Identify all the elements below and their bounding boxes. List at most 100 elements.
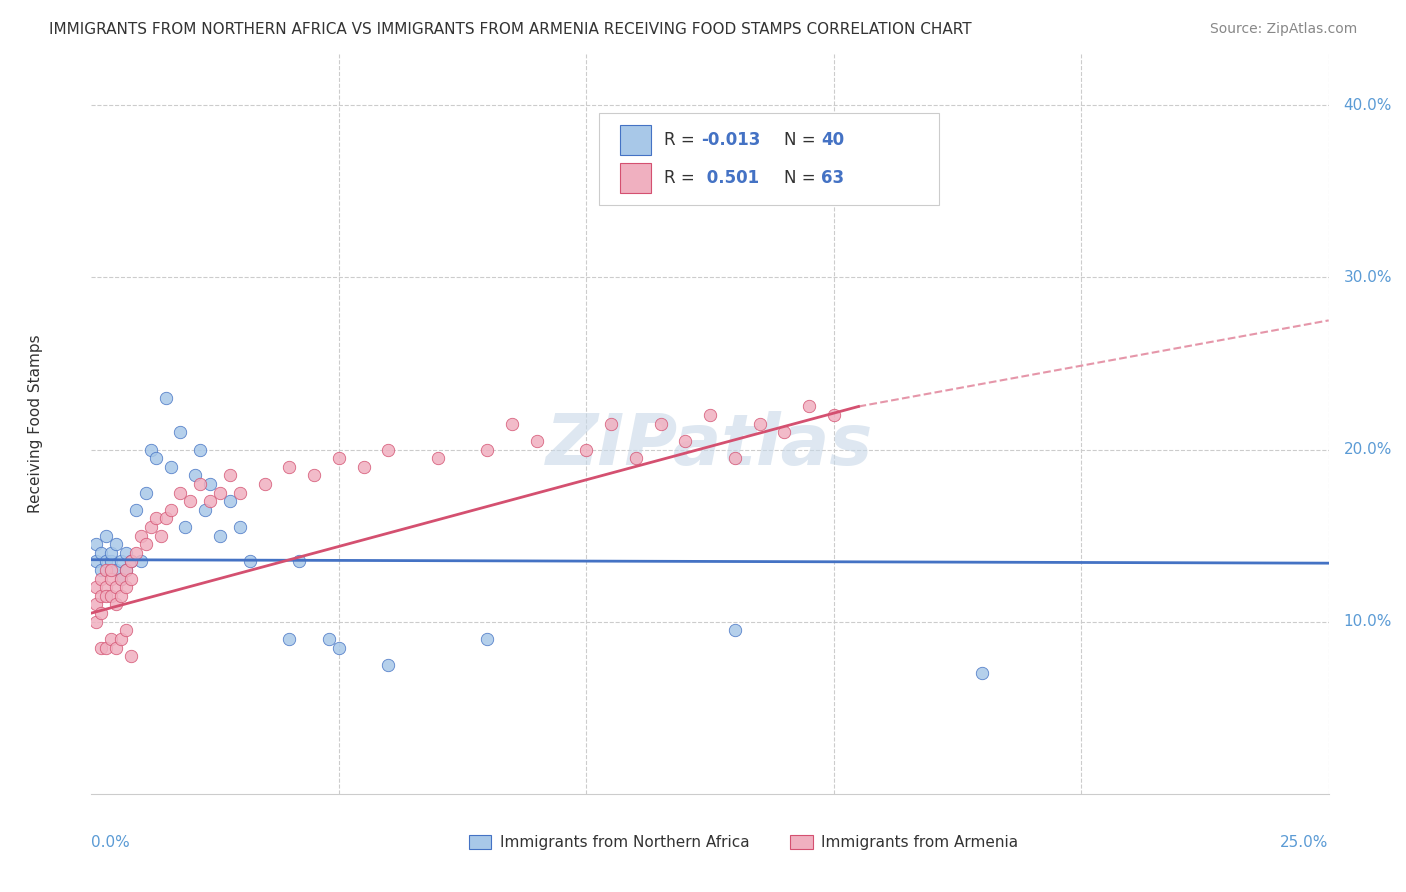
Text: 30.0%: 30.0%	[1344, 270, 1392, 285]
Point	[797, 400, 820, 414]
Point	[120, 572, 142, 586]
Point	[650, 417, 672, 431]
Text: 0.0%: 0.0%	[91, 835, 131, 849]
Point	[105, 598, 128, 612]
Point	[624, 451, 647, 466]
Point	[219, 494, 242, 508]
Text: Receiving Food Stamps: Receiving Food Stamps	[28, 334, 44, 513]
Point	[575, 442, 598, 457]
Point	[278, 632, 301, 646]
Point	[724, 624, 747, 638]
Text: 20.0%: 20.0%	[1344, 442, 1392, 457]
Point	[673, 434, 696, 448]
Text: N =: N =	[785, 131, 821, 149]
Point	[426, 451, 449, 466]
Point	[145, 451, 167, 466]
Point	[477, 632, 499, 646]
Point	[219, 468, 242, 483]
Text: 25.0%: 25.0%	[1281, 835, 1329, 849]
Point	[169, 425, 191, 440]
Point	[773, 425, 796, 440]
Point	[179, 494, 201, 508]
Point	[477, 442, 499, 457]
Point	[135, 537, 157, 551]
Point	[120, 649, 142, 664]
Point	[90, 572, 112, 586]
Text: 40.0%: 40.0%	[1344, 97, 1392, 112]
Point	[125, 546, 148, 560]
Point	[105, 580, 128, 594]
Point	[115, 563, 138, 577]
Point	[229, 485, 252, 500]
Point	[188, 477, 211, 491]
Point	[110, 589, 132, 603]
Bar	[468, 835, 491, 848]
Point	[86, 580, 108, 594]
Point	[278, 459, 301, 474]
Point	[139, 442, 162, 457]
Point	[209, 485, 232, 500]
Point	[86, 598, 108, 612]
Point	[377, 657, 399, 672]
Point	[823, 408, 845, 422]
Point	[110, 572, 132, 586]
Point	[96, 640, 118, 655]
Point	[724, 451, 747, 466]
Point	[86, 615, 108, 629]
Point	[125, 503, 148, 517]
Text: IMMIGRANTS FROM NORTHERN AFRICA VS IMMIGRANTS FROM ARMENIA RECEIVING FOOD STAMPS: IMMIGRANTS FROM NORTHERN AFRICA VS IMMIG…	[49, 22, 972, 37]
Point	[501, 417, 523, 431]
Text: Immigrants from Armenia: Immigrants from Armenia	[821, 835, 1018, 849]
Point	[90, 546, 112, 560]
Text: R =: R =	[664, 169, 700, 186]
Point	[115, 580, 138, 594]
Text: 40: 40	[821, 131, 845, 149]
Point	[100, 563, 122, 577]
Point	[302, 468, 325, 483]
Point	[86, 537, 108, 551]
Point	[105, 640, 128, 655]
Point	[90, 640, 112, 655]
Point	[145, 511, 167, 525]
Point	[110, 572, 132, 586]
Point	[105, 563, 128, 577]
Point	[100, 572, 122, 586]
Point	[90, 589, 112, 603]
Point	[139, 520, 162, 534]
Point	[96, 554, 118, 568]
Point	[135, 485, 157, 500]
Point	[377, 442, 399, 457]
FancyBboxPatch shape	[599, 112, 939, 205]
Point	[526, 434, 548, 448]
Point	[699, 408, 721, 422]
Point	[239, 554, 262, 568]
Text: 0.501: 0.501	[702, 169, 759, 186]
Text: 10.0%: 10.0%	[1344, 615, 1392, 629]
Text: N =: N =	[785, 169, 821, 186]
Point	[229, 520, 252, 534]
Point	[120, 554, 142, 568]
Point	[184, 468, 207, 483]
Point	[110, 554, 132, 568]
Point	[328, 451, 350, 466]
Point	[600, 417, 623, 431]
Point	[353, 459, 375, 474]
Point	[115, 624, 138, 638]
Point	[194, 503, 217, 517]
Point	[105, 537, 128, 551]
Text: ZIPatlas: ZIPatlas	[547, 411, 873, 481]
Point	[96, 589, 118, 603]
Point	[169, 485, 191, 500]
Point	[198, 494, 221, 508]
Bar	[620, 163, 651, 193]
Point	[120, 554, 142, 568]
Point	[129, 554, 152, 568]
Point	[972, 666, 994, 681]
Point	[318, 632, 340, 646]
Point	[159, 459, 181, 474]
Text: Immigrants from Northern Africa: Immigrants from Northern Africa	[499, 835, 749, 849]
Point	[188, 442, 211, 457]
Point	[90, 563, 112, 577]
Point	[748, 417, 770, 431]
Point	[288, 554, 311, 568]
